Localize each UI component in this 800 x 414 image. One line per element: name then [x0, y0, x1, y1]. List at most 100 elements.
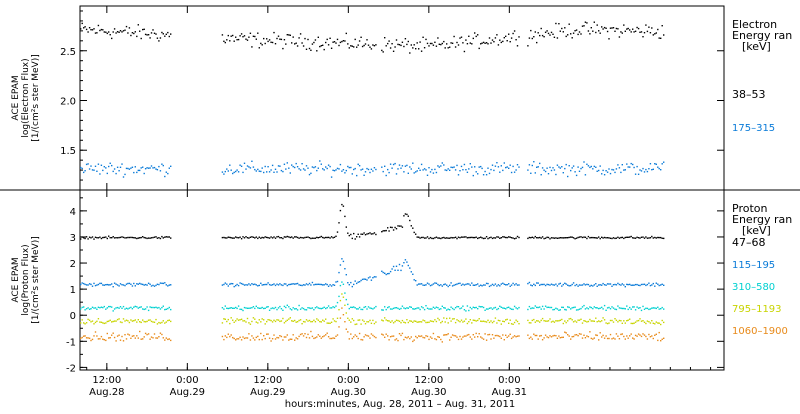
data-point [103, 166, 105, 168]
data-point [409, 219, 411, 222]
data-point [255, 38, 257, 40]
data-point [268, 39, 271, 41]
data-point [375, 168, 377, 171]
y-tick-label: -1 [66, 337, 76, 348]
data-point [620, 320, 622, 322]
data-point [454, 46, 457, 48]
data-point [246, 284, 249, 286]
data-point [296, 321, 299, 323]
data-point [336, 38, 339, 41]
data-point [143, 308, 145, 311]
data-point [100, 321, 103, 323]
data-point [418, 283, 420, 285]
data-point [463, 236, 466, 238]
data-point [305, 48, 308, 50]
data-point [314, 283, 317, 286]
data-point [112, 310, 114, 312]
data-point [634, 321, 637, 323]
data-point [581, 337, 584, 339]
data-point [460, 36, 463, 38]
data-point [562, 336, 564, 338]
data-point [618, 319, 621, 322]
data-point [100, 306, 103, 308]
data-point [474, 236, 476, 239]
data-point [451, 166, 454, 169]
data-point [446, 169, 448, 172]
data-point [645, 168, 647, 171]
data-point [285, 236, 287, 238]
data-point [584, 320, 587, 322]
data-point [453, 166, 455, 168]
data-point [598, 236, 600, 238]
data-point [248, 333, 250, 335]
data-point [142, 166, 144, 168]
data-point [308, 282, 311, 285]
data-point [472, 174, 474, 177]
data-point [339, 209, 342, 212]
data-point [533, 307, 535, 309]
data-point [633, 166, 635, 169]
data-point [592, 236, 594, 239]
data-point [243, 35, 246, 37]
data-point [657, 283, 659, 285]
data-point [382, 51, 384, 53]
data-point [530, 336, 532, 338]
data-point [636, 320, 638, 322]
y-tick-label: 2.5 [60, 47, 76, 58]
data-point [121, 163, 123, 165]
data-point [389, 226, 392, 228]
data-point [291, 338, 293, 340]
data-point [415, 233, 417, 235]
data-point [506, 318, 508, 321]
data-point [547, 283, 550, 286]
data-point [314, 321, 317, 323]
data-point [326, 236, 328, 239]
data-point [459, 282, 461, 284]
data-point [270, 284, 272, 286]
data-point [227, 170, 229, 172]
data-point [251, 160, 253, 162]
data-point [428, 45, 430, 47]
data-point [128, 282, 131, 285]
data-point [453, 334, 455, 337]
data-point [243, 320, 246, 322]
data-point [488, 237, 491, 239]
y-tick-label: -2 [66, 363, 76, 374]
data-point [237, 338, 240, 340]
data-point [606, 30, 609, 33]
data-point [83, 237, 85, 239]
data-point [335, 281, 337, 283]
data-point [583, 161, 585, 163]
data-point [397, 225, 399, 227]
data-point [350, 166, 352, 169]
data-point [438, 43, 440, 45]
data-point [326, 322, 328, 324]
data-point [515, 39, 517, 41]
data-point [344, 268, 346, 270]
data-point [283, 283, 286, 285]
data-point [487, 167, 489, 169]
data-point [471, 236, 473, 239]
data-point [581, 284, 584, 286]
data-point [367, 321, 370, 323]
data-point [276, 336, 278, 339]
data-point [531, 307, 533, 309]
data-point [283, 39, 286, 41]
data-point [382, 170, 384, 173]
data-point [143, 172, 145, 175]
data-point [320, 235, 322, 238]
data-point [407, 40, 409, 43]
data-point [506, 236, 508, 239]
data-point [580, 333, 582, 335]
data-point [609, 172, 612, 175]
data-point [426, 282, 429, 284]
data-point [413, 231, 415, 234]
data-point [307, 307, 309, 309]
data-point [134, 237, 136, 239]
data-point [310, 49, 312, 51]
data-point [156, 307, 159, 309]
data-point [451, 285, 454, 287]
data-point [609, 319, 612, 322]
data-point [342, 314, 345, 316]
data-point [497, 284, 500, 286]
